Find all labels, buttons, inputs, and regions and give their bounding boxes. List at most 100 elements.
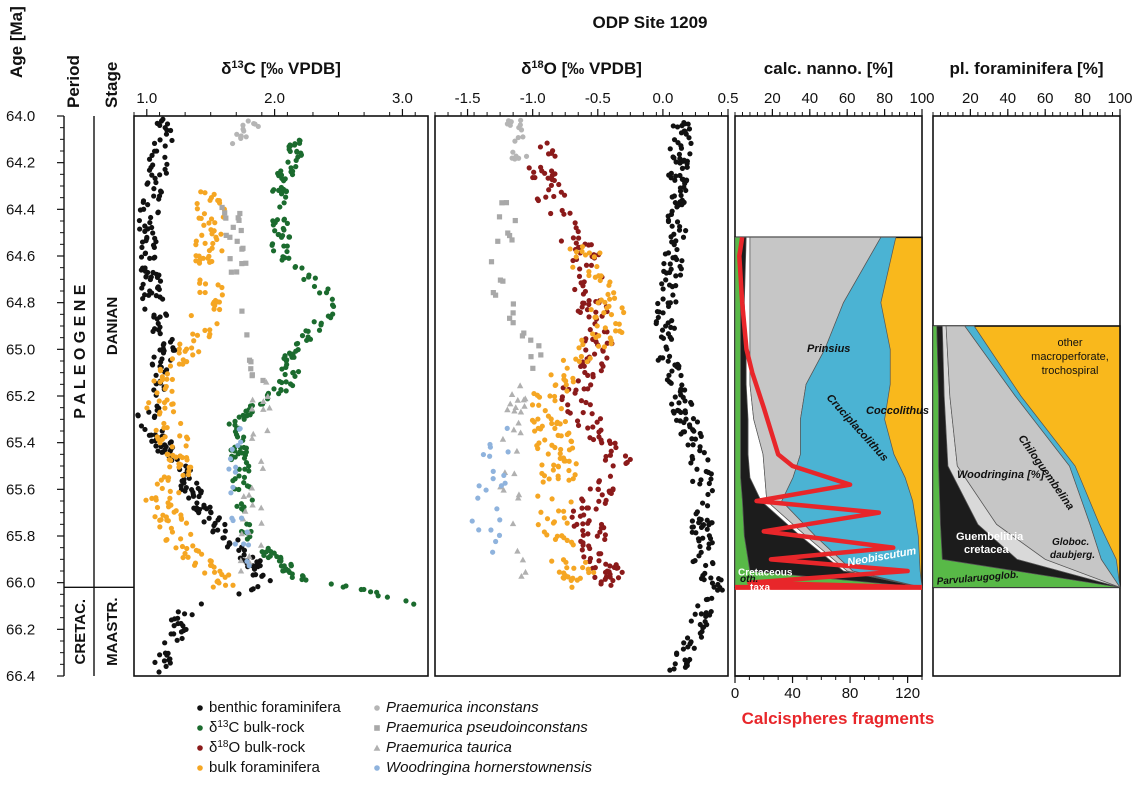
d18o-panel: δ18O [‰ VPDB] -1.5 -1.0 -0.5 0.0 0.5 [434,59,738,677]
data-point [663,270,670,276]
data-point [564,565,570,571]
age-tick-label: 64.4 [6,201,35,218]
data-point [230,478,236,484]
data-point [535,425,541,431]
data-point [202,570,208,576]
data-point [585,566,591,572]
data-point [189,487,195,493]
data-point [599,440,605,446]
data-point [656,309,662,315]
data-point [235,537,241,543]
data-point [548,168,555,174]
data-point [157,368,164,374]
d13c-frame [133,115,429,677]
data-point [573,461,579,467]
data-point [668,175,674,181]
data-point [155,285,161,291]
data-point [555,464,562,470]
data-point [152,514,158,520]
data-point [178,420,184,427]
data-point [241,552,247,558]
data-point [151,148,158,154]
data-point [552,398,558,404]
data-point [701,577,707,583]
data-point [537,144,544,150]
data-point [660,286,666,292]
data-point [562,458,569,464]
data-point [514,396,521,403]
data-point [150,269,156,276]
data-point [244,536,250,542]
data-point [515,134,521,141]
data-point [684,635,691,641]
data-point [709,520,715,526]
data-point [566,430,572,436]
d13c-tick-label: 2.0 [264,90,285,107]
data-point [165,451,171,458]
data-point [580,341,586,348]
data-point [286,143,292,150]
data-point [509,520,517,527]
data-point [286,234,292,240]
data-point [193,238,199,244]
data-point [293,164,299,170]
data-point [561,570,567,576]
data-point [580,540,586,546]
data-point [285,567,291,574]
data-point [139,244,145,250]
d18o-tick-label: -0.5 [585,90,611,107]
data-point [590,436,597,443]
data-point [567,246,573,252]
data-point [518,127,525,133]
data-point [566,467,572,474]
data-point [578,398,585,404]
data-point [579,248,585,255]
data-point [194,200,200,207]
data-point [169,376,175,383]
data-point [343,583,349,589]
legend-marker [197,765,203,771]
data-point [175,609,181,615]
data-point [499,435,507,442]
data-point [578,353,585,360]
data-point [674,650,680,656]
data-point [234,269,240,275]
data-point [178,483,184,489]
data-point [587,558,593,565]
data-point [483,487,489,493]
data-point [222,528,228,534]
data-point [619,569,625,575]
legend-label: benthic foraminifera [209,699,341,716]
data-point [242,507,249,514]
data-point [246,563,252,569]
data-point [590,331,596,337]
data-point [685,644,691,650]
data-point [151,354,157,360]
data-point [603,561,609,567]
data-point [515,491,523,498]
data-point [151,314,157,320]
data-point [226,466,232,472]
data-point [665,218,672,225]
data-point [669,401,675,407]
data-point [538,164,544,170]
data-point [573,254,579,260]
series-benthic-foraminifera [135,116,273,675]
data-point [312,275,318,281]
coccolithus-label: Coccolithus [866,405,929,417]
data-point [561,211,567,217]
data-point [664,377,671,383]
data-point [164,376,170,382]
period-header: Period [64,55,83,108]
data-point [176,350,182,356]
data-point [154,504,161,511]
data-point [207,558,213,564]
data-point [510,301,516,307]
data-point [583,336,589,342]
data-point [593,309,599,315]
legend-marker [374,705,380,711]
data-point [580,527,586,534]
data-point [278,168,284,174]
others-label: oth. [740,574,758,585]
data-point [677,263,683,270]
